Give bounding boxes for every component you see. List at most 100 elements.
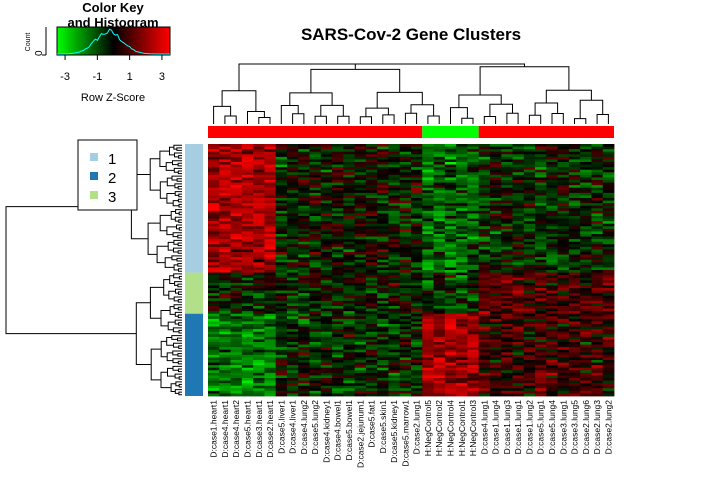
heatmap-cell — [535, 246, 547, 250]
heatmap-cell — [523, 198, 536, 201]
heatmap-cell — [467, 192, 480, 196]
heatmap-cell — [422, 339, 434, 343]
heatmap-cell — [208, 223, 220, 227]
heatmap-cell — [253, 228, 265, 232]
heatmap-cell — [489, 385, 502, 389]
heatmap-cell — [320, 246, 333, 250]
heatmap-cell — [230, 385, 243, 389]
heatmap-cell — [253, 180, 265, 183]
heatmap-cell — [241, 205, 254, 209]
heatmap-cell — [343, 236, 356, 240]
heatmap-cell — [535, 388, 547, 392]
heatmap-cell — [388, 195, 401, 199]
heatmap-cell — [568, 300, 581, 304]
heatmap-cell — [456, 300, 468, 304]
heatmap-cell — [309, 388, 322, 392]
heatmap-cell — [467, 365, 480, 369]
heatmap-cell — [602, 144, 615, 147]
heatmap-cell — [365, 246, 378, 250]
heatmap-cell — [365, 259, 378, 263]
heatmap-cell — [411, 318, 423, 322]
heatmap-cell — [230, 357, 243, 361]
heatmap-cell — [444, 254, 457, 258]
heatmap-cell — [354, 172, 367, 176]
heatmap-cell — [580, 372, 592, 376]
heatmap-cell — [399, 190, 412, 194]
heatmap-cell — [568, 293, 581, 297]
heatmap-cell — [501, 180, 513, 183]
heatmap-cell — [568, 367, 581, 371]
heatmap-cell — [253, 164, 265, 168]
heatmap-cell — [489, 257, 502, 261]
heatmap-cell — [377, 295, 389, 299]
heatmap-cell — [501, 339, 513, 343]
heatmap-cell — [591, 277, 604, 281]
heatmap-cell — [298, 162, 310, 165]
heatmap-cell — [546, 313, 559, 317]
heatmap-cell — [399, 223, 412, 227]
heatmap-cell — [535, 236, 547, 240]
heatmap-cell — [568, 244, 581, 248]
heatmap-cell — [309, 275, 322, 279]
heatmap-cell — [444, 349, 457, 353]
heatmap-cell — [580, 216, 592, 219]
heatmap-cell — [275, 334, 288, 338]
heatmap-cell — [365, 144, 378, 147]
heatmap-cell — [591, 306, 604, 309]
heatmap-cell — [580, 334, 592, 338]
heatmap-cell — [309, 393, 322, 397]
heatmap-cell — [309, 372, 322, 376]
heatmap-cell — [377, 226, 389, 230]
heatmap-cell — [264, 174, 277, 178]
heatmap-cell — [309, 383, 322, 387]
heatmap-cell — [230, 277, 243, 281]
heatmap-cell — [591, 180, 604, 183]
heatmap-cell — [546, 195, 559, 199]
heatmap-cell — [377, 378, 389, 381]
heatmap-cell — [557, 241, 570, 245]
heatmap-cell — [264, 154, 277, 158]
heatmap-cell — [489, 249, 502, 253]
heatmap-cell — [591, 270, 604, 273]
heatmap-cell — [444, 336, 457, 340]
heatmap-cell — [456, 177, 468, 181]
heatmap-cell — [580, 162, 592, 165]
heatmap-cell — [320, 272, 333, 276]
column-label: D:case5.lung4 — [547, 400, 557, 455]
heatmap-cell — [411, 223, 423, 227]
heatmap-cell — [602, 275, 615, 279]
heatmap-cell — [602, 326, 615, 330]
heatmap-cell — [602, 388, 615, 392]
heatmap-cell — [309, 277, 322, 281]
heatmap-cell — [253, 182, 265, 186]
heatmap-cell — [286, 357, 299, 361]
heatmap-cell — [422, 149, 434, 153]
heatmap-cell — [580, 174, 592, 178]
heatmap-cell — [208, 239, 220, 243]
heatmap-cell — [422, 336, 434, 340]
heatmap-cell — [230, 295, 243, 299]
heatmap-cell — [286, 252, 299, 255]
heatmap-cell — [365, 288, 378, 291]
heatmap-cell — [241, 174, 254, 178]
heatmap-cell — [467, 187, 480, 191]
heatmap-cell — [444, 326, 457, 330]
heatmap-cell — [580, 331, 592, 335]
heatmap-cell — [478, 254, 491, 258]
heatmap-cell — [411, 352, 423, 356]
heatmap-cell — [275, 182, 288, 186]
heatmap-cell — [602, 236, 615, 240]
heatmap-cell — [433, 326, 446, 330]
heatmap-cell — [354, 344, 367, 348]
heatmap-cell — [286, 177, 299, 181]
heatmap-cell — [264, 192, 277, 196]
column-label: D:case5.skin1 — [378, 400, 388, 454]
heatmap-cell — [343, 334, 356, 338]
heatmap-cell — [309, 221, 322, 225]
heatmap-cell — [512, 149, 525, 153]
heatmap-cell — [433, 321, 446, 325]
heatmap-cell — [512, 241, 525, 245]
heatmap-cell — [275, 308, 288, 312]
heatmap-cell — [343, 300, 356, 304]
heatmap-cell — [309, 203, 322, 207]
